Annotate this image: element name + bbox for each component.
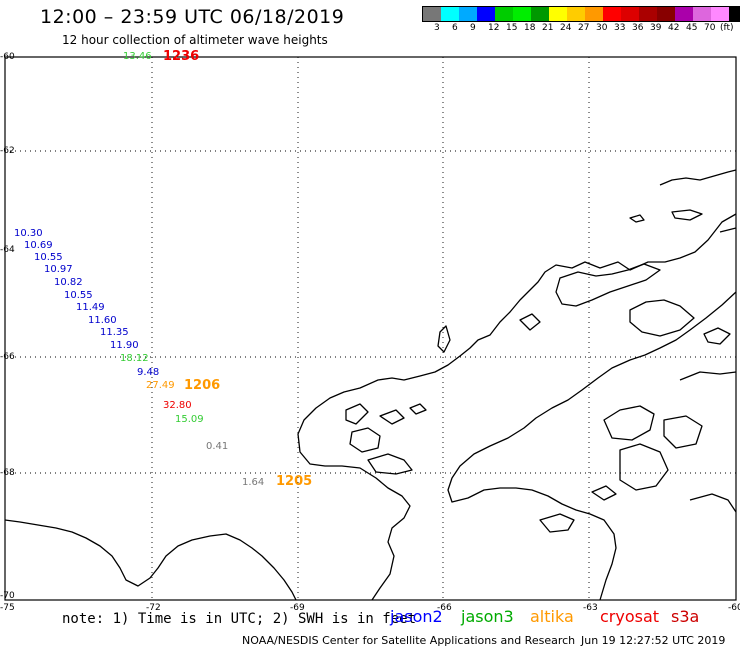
observation-value: 11.49 bbox=[76, 302, 105, 313]
satellite-jason3: jason3 bbox=[461, 607, 514, 626]
legend-swatch bbox=[657, 7, 675, 21]
legend-swatch bbox=[423, 7, 441, 21]
legend-swatch bbox=[621, 7, 639, 21]
legend-swatch bbox=[477, 7, 495, 21]
lon-label: -60 bbox=[728, 603, 740, 613]
lat-label: -68 bbox=[0, 468, 15, 478]
observation-value: 15.09 bbox=[175, 414, 204, 425]
legend-swatch bbox=[693, 7, 711, 21]
legend-swatch bbox=[513, 7, 531, 21]
observation-value: 18.12 bbox=[120, 353, 149, 364]
lon-label: -66 bbox=[437, 603, 452, 613]
legend-label: 36 bbox=[632, 23, 644, 33]
legend-label: 42 bbox=[668, 23, 680, 33]
legend-label: 33 bbox=[614, 23, 626, 33]
legend-swatch bbox=[567, 7, 585, 21]
legend-label: 70 bbox=[704, 23, 716, 33]
legend-swatch bbox=[495, 7, 513, 21]
observation-time: 1206 bbox=[184, 378, 221, 393]
legend-label: 9 bbox=[470, 23, 476, 33]
timestamp: Jun 19 12:27:52 UTC 2019 bbox=[581, 634, 726, 647]
observation-value: 10.55 bbox=[34, 252, 63, 263]
observation-value: 32.80 bbox=[163, 400, 192, 411]
legend-label: 6 bbox=[452, 23, 458, 33]
lat-label: -60 bbox=[0, 52, 15, 62]
legend-swatch bbox=[603, 7, 621, 21]
legend-swatch bbox=[459, 7, 477, 21]
observation-value: 11.60 bbox=[88, 315, 117, 326]
legend-label: 15 bbox=[506, 23, 518, 33]
graticule bbox=[5, 57, 736, 600]
observation-value: 10.55 bbox=[64, 290, 93, 301]
observation-value: 10.69 bbox=[24, 240, 53, 251]
legend-label: 30 bbox=[596, 23, 608, 33]
lon-label: -69 bbox=[290, 603, 305, 613]
footer-note: note: 1) Time is in UTC; 2) SWH is in fe… bbox=[62, 611, 417, 627]
legend-swatch bbox=[675, 7, 693, 21]
legend-label: 12 bbox=[488, 23, 500, 33]
observation-value: 11.35 bbox=[100, 327, 129, 338]
observation-time: 1205 bbox=[276, 474, 313, 489]
legend-label: (ft) bbox=[720, 23, 734, 33]
lat-label: -62 bbox=[0, 146, 15, 156]
legend-labels: 3 6 9 12 15 18 21 24 27 30 33 36 39 42 45 70 (ft) bbox=[422, 23, 740, 37]
observation-value: 10.82 bbox=[54, 277, 83, 288]
lat-label: -70 bbox=[0, 591, 15, 601]
legend-swatch bbox=[441, 7, 459, 21]
legend-label: 3 bbox=[434, 23, 440, 33]
legend-label: 18 bbox=[524, 23, 536, 33]
observation-value: 10.30 bbox=[14, 228, 43, 239]
observation-value: 9.48 bbox=[137, 367, 160, 378]
map-title: 12:00 – 23:59 UTC 06/18/2019 bbox=[40, 6, 345, 28]
legend-swatch bbox=[729, 7, 740, 21]
map-subtitle: 12 hour collection of altimeter wave hei… bbox=[62, 33, 328, 47]
satellite-s3a: s3a bbox=[671, 607, 700, 626]
legend-label: 27 bbox=[578, 23, 590, 33]
lon-label: -72 bbox=[146, 603, 161, 613]
observation-value: 27.49 bbox=[146, 380, 175, 391]
credit-text: NOAA/NESDIS Center for Satellite Applica… bbox=[242, 634, 576, 647]
lat-label: -66 bbox=[0, 352, 15, 362]
legend-swatch bbox=[639, 7, 657, 21]
observation-value: 1.64 bbox=[242, 477, 265, 488]
lon-label: -75 bbox=[0, 603, 15, 613]
legend-swatch bbox=[549, 7, 567, 21]
color-legend: 3 6 9 12 15 18 21 24 27 30 33 36 39 42 45 70 (ft) bbox=[422, 6, 740, 33]
legend-swatch bbox=[531, 7, 549, 21]
observation-value: 10.97 bbox=[44, 264, 73, 275]
satellite-cryosat: cryosat bbox=[600, 607, 660, 626]
legend-swatches bbox=[422, 6, 740, 22]
legend-label: 45 bbox=[686, 23, 698, 33]
satellite-jason2: jason2 bbox=[390, 607, 443, 626]
observation-value: 0.41 bbox=[206, 441, 229, 452]
map-frame bbox=[4, 56, 737, 601]
legend-label: 39 bbox=[650, 23, 662, 33]
observation-value: 11.90 bbox=[110, 340, 139, 351]
legend-swatch bbox=[711, 7, 729, 21]
observation-time: 1236 bbox=[163, 49, 200, 64]
legend-label: 24 bbox=[560, 23, 572, 33]
observation-value: 13.46 bbox=[123, 51, 152, 62]
legend-swatch bbox=[585, 7, 603, 21]
satellite-altika: altika bbox=[530, 607, 574, 626]
legend-label: 21 bbox=[542, 23, 554, 33]
lon-label: -63 bbox=[583, 603, 598, 613]
lat-label: -64 bbox=[0, 245, 15, 255]
coastline bbox=[4, 169, 737, 601]
